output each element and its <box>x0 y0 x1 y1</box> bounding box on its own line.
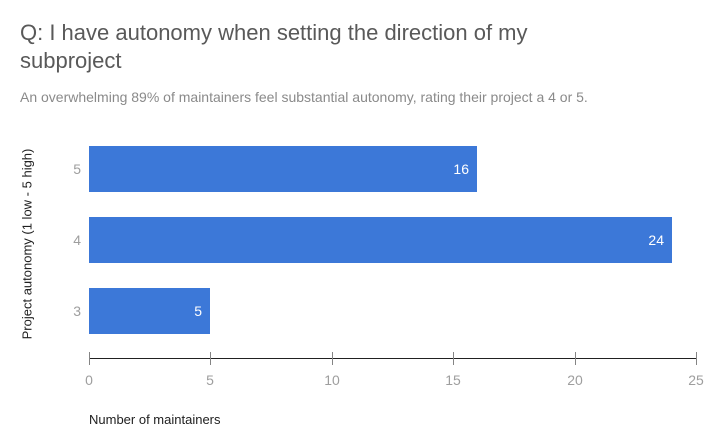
bar-value-label: 16 <box>453 161 469 177</box>
category-label: 4 <box>73 232 81 248</box>
x-axis-tick-label: 10 <box>324 372 340 388</box>
bar-value-label: 5 <box>194 303 202 319</box>
bar-segment[interactable]: 16 <box>89 146 477 192</box>
bar-value-label: 24 <box>648 232 664 248</box>
x-axis-tick-label: 0 <box>85 372 93 388</box>
category-label: 3 <box>73 303 81 319</box>
x-axis-tick <box>332 352 333 365</box>
x-axis-tick <box>210 352 211 365</box>
x-axis-tick-label: 25 <box>688 372 704 388</box>
bar-segment[interactable]: 24 <box>89 217 672 263</box>
y-axis-title-text: Project autonomy (1 low - 5 high) <box>19 148 35 340</box>
x-axis-tick-label: 15 <box>445 372 461 388</box>
category-label: 5 <box>73 161 81 177</box>
x-axis-tick-label: 5 <box>206 372 214 388</box>
x-axis-tick-label: 20 <box>567 372 583 388</box>
x-axis-tick <box>453 352 454 365</box>
x-axis-title: Number of maintainers <box>89 412 221 427</box>
chart-title: Q: I have autonomy when setting the dire… <box>20 20 528 73</box>
x-axis-tick <box>575 352 576 365</box>
chart-subtitle: An overwhelming 89% of maintainers feel … <box>20 89 588 105</box>
x-axis-line <box>89 358 697 359</box>
x-axis-tick <box>89 352 90 365</box>
x-axis-tick <box>696 352 697 365</box>
bar-segment[interactable]: 5 <box>89 288 210 334</box>
